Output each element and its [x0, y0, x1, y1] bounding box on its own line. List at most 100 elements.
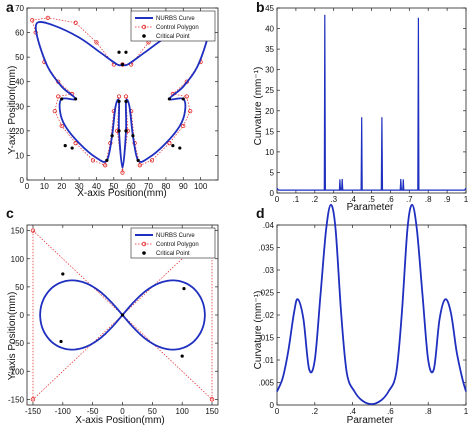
y-tick-label: 15 [265, 127, 274, 136]
y-tick-label: 150 [11, 227, 25, 236]
curvature-peak [341, 178, 343, 181]
critical-point [131, 134, 135, 138]
legend-swatch-control-marker [141, 24, 147, 30]
y-tick-label: 50 [15, 283, 24, 292]
y-tick-label: 100 [11, 255, 25, 264]
x-tick-label: .3 [330, 195, 337, 204]
panel-d-axes: 0 .2 .4 .6 .8 1 0 .005 .01 .015 .02 .025 .03 .035 .04 [258, 203, 469, 416]
x-tick-label: 10 [40, 182, 49, 191]
y-tick-label: 10 [265, 148, 274, 157]
panel-b-xlabel: Parameter [347, 202, 394, 213]
y-tick-label: 20 [265, 107, 274, 116]
y-tick-label: .035 [258, 244, 274, 253]
y-tick-label: 0 [20, 176, 25, 185]
legend-swatch-critical [142, 251, 146, 255]
x-tick-label: 90 [179, 182, 188, 191]
x-tick-label: .6 [387, 195, 394, 204]
y-tick-label: -50 [12, 339, 24, 348]
x-tick-label: -50 [87, 407, 99, 416]
x-tick-label: 150 [205, 407, 219, 416]
x-tick-label: .9 [444, 195, 451, 204]
x-tick-label: 50 [109, 182, 118, 191]
control-point-marker [209, 397, 215, 402]
panel-label-a: a [6, 0, 14, 15]
y-tick-label: 60 [15, 29, 24, 38]
control-point-marker [94, 40, 99, 45]
control-polygon [31, 17, 214, 173]
critical-point [181, 97, 185, 101]
panel-a-xlabel: X-axis Position(mm) [77, 188, 166, 199]
critical-point [117, 99, 121, 103]
control-point-marker [73, 20, 78, 25]
critical-point [124, 50, 128, 54]
control-point-marker [73, 141, 78, 146]
legend-entry: NURBS Curve [156, 16, 195, 22]
x-tick-label: 0 [25, 182, 30, 191]
y-tick-label: .015 [258, 334, 274, 343]
y-tick-label: 10 [15, 151, 24, 160]
curvature-peak [339, 179, 341, 181]
y-tick-label: -100 [8, 367, 25, 376]
x-tick-label: 100 [176, 407, 190, 416]
x-tick-label: .2 [311, 195, 318, 204]
control-point-marker [116, 94, 122, 99]
legend-swatch-critical [142, 34, 146, 38]
x-tick-label: .4 [349, 407, 356, 416]
x-tick-label: -100 [55, 407, 72, 416]
x-tick-label: 0 [275, 407, 280, 416]
nurbs-curve [39, 279, 206, 351]
panel-b-ylabel: Curvature (mm⁻¹) [253, 67, 264, 146]
legend-entry: Control Polygon [156, 242, 199, 248]
y-tick-label: 25 [265, 86, 274, 95]
critical-point [74, 97, 78, 101]
x-tick-label: .8 [425, 407, 432, 416]
critical-point [60, 97, 64, 101]
y-tick-label: .005 [258, 379, 274, 388]
nurbs-curve [34, 20, 211, 169]
x-tick-label: .8 [425, 195, 432, 204]
critical-point [120, 62, 125, 67]
x-tick-label: 0 [120, 407, 125, 416]
critical-point [171, 144, 175, 148]
critical-point [124, 129, 128, 133]
control-point-marker [52, 109, 57, 114]
y-tick-label: .01 [263, 356, 275, 365]
control-point-marker [30, 228, 36, 233]
critical-point [110, 134, 114, 138]
critical-point [117, 50, 121, 54]
control-point-marker [120, 170, 125, 175]
x-tick-label: .4 [349, 195, 356, 204]
y-tick-label: .025 [258, 289, 274, 298]
y-tick-label: .02 [263, 311, 275, 320]
critical-point [61, 272, 65, 276]
y-tick-label: 45 [265, 4, 274, 13]
legend-box [130, 10, 216, 42]
x-tick-label: .6 [387, 407, 394, 416]
critical-point [167, 97, 171, 101]
y-tick-label: 0 [20, 311, 25, 320]
critical-point [63, 144, 67, 148]
x-tick-label: 30 [75, 182, 84, 191]
x-tick-label: 70 [144, 182, 153, 191]
control-point-marker [90, 158, 96, 163]
panel-b-frame [276, 7, 467, 194]
y-tick-label: .04 [263, 221, 275, 230]
y-tick-label: 30 [15, 102, 24, 111]
critical-point [105, 158, 109, 162]
panel-c-legend: NURBS Curve Control Polygon Critical Point [130, 227, 216, 259]
x-tick-label: .7 [406, 195, 413, 204]
panel-label-b: b [256, 0, 265, 15]
panel-label-c: c [6, 205, 14, 221]
y-tick-label: .03 [263, 266, 275, 275]
y-tick-label: 0 [270, 189, 275, 198]
x-tick-label: .1 [293, 195, 300, 204]
curvature-peak [417, 17, 419, 19]
critical-point [120, 313, 125, 317]
x-tick-label: 1 [464, 195, 469, 204]
x-tick-label: 50 [148, 407, 157, 416]
panel-d-ylabel: Curvature (mm⁻¹) [253, 291, 264, 370]
curvature-peak [402, 179, 404, 181]
legend-entry: Critical Point [156, 34, 190, 40]
x-tick-label: .2 [311, 407, 318, 416]
